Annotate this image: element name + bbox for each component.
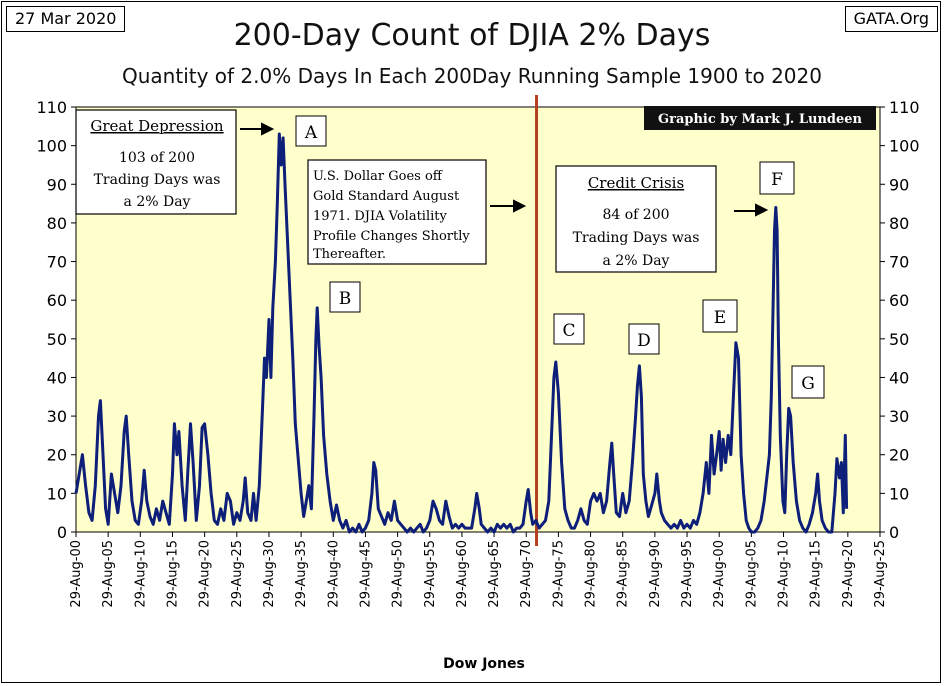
- letter-a-label: A: [295, 115, 327, 147]
- x-tick-label: 29-Aug-10: [133, 540, 148, 608]
- x-tick-label: 29-Aug-00: [69, 540, 84, 608]
- y-tick-label-right: 20: [889, 446, 909, 465]
- credit-crisis-line: 84 of 200: [602, 207, 669, 223]
- credit-crisis-box: [555, 165, 717, 273]
- x-tick-label: 29-Aug-40: [326, 540, 341, 608]
- y-tick-label-left: 30: [47, 407, 67, 426]
- great-depression-line: Trading Days was: [94, 172, 221, 188]
- svg-text:A: A: [304, 123, 318, 143]
- gold-standard-line: U.S. Dollar Goes off: [313, 169, 444, 184]
- svg-text:C: C: [562, 321, 575, 341]
- right-axis: 0 10 20 30 40 50 60 70 80 90 100 110: [880, 98, 920, 542]
- x-tick-label: 29-Aug-75: [551, 540, 566, 608]
- left-axis: 0 10 20 30 40 50 60 70 80 90 100 110: [36, 98, 76, 542]
- x-tick-label: 29-Aug-30: [262, 540, 277, 608]
- letter-e-label: E: [702, 299, 738, 333]
- arrow-to-marker: [490, 199, 527, 213]
- series-line: [74, 132, 849, 534]
- y-tick-label-left: 100: [36, 137, 67, 156]
- x-axis: 29-Aug-00 29-Aug-05 29-Aug-10 29-Aug-15 29-A…: [69, 532, 888, 608]
- credit-crisis-heading: Credit Crisis: [588, 174, 684, 192]
- x-tick-label: 29-Aug-20: [841, 540, 856, 608]
- y-tick-label-left: 110: [36, 98, 67, 117]
- y-tick-label-right: 110: [889, 98, 920, 117]
- letter-f-label: F: [759, 161, 795, 195]
- x-tick-label: 29-Aug-00: [712, 540, 727, 608]
- x-tick-label: 29-Aug-95: [680, 540, 695, 608]
- x-tick-label: 29-Aug-90: [648, 540, 663, 608]
- gold-standard-line: Profile Changes Shortly: [313, 229, 470, 244]
- x-tick-label: 29-Aug-25: [873, 540, 888, 608]
- svg-text:G: G: [801, 374, 815, 394]
- x-tick-label: 29-Aug-15: [165, 540, 180, 608]
- x-tick-label: 29-Aug-80: [584, 540, 599, 608]
- x-tick-label: 29-Aug-15: [809, 540, 824, 608]
- y-tick-label-right: 90: [889, 175, 909, 194]
- y-tick-label-right: 40: [889, 368, 909, 387]
- credit-crisis-line: a 2% Day: [603, 253, 670, 269]
- y-tick-label-right: 100: [889, 137, 920, 156]
- x-tick-label: 29-Aug-85: [616, 540, 631, 608]
- x-tick-label: 29-Aug-55: [423, 540, 438, 608]
- x-tick-label: 29-Aug-65: [487, 540, 502, 608]
- credit-box: [644, 106, 876, 130]
- y-tick-label-right: 10: [889, 484, 909, 503]
- y-tick-label-right: 50: [889, 330, 909, 349]
- letter-g-label: G: [791, 365, 825, 399]
- gold-standard-line: Thereafter.: [313, 247, 386, 262]
- arrow-to-f: [734, 203, 769, 217]
- x-tick-label: 29-Aug-50: [391, 540, 406, 608]
- source-label: GATA.Org: [844, 6, 938, 32]
- x-axis-title: Dow Jones: [443, 656, 525, 672]
- arrow-to-a: [240, 122, 275, 136]
- y-tick-label-right: 70: [889, 253, 909, 272]
- x-tick-label: 29-Aug-70: [519, 540, 534, 608]
- x-tick-label: 29-Aug-05: [101, 540, 116, 608]
- y-tick-label-left: 20: [47, 446, 67, 465]
- letter-b-label: B: [329, 281, 361, 313]
- svg-text:D: D: [637, 331, 651, 351]
- letter-c-label: C: [553, 313, 585, 345]
- credit-crisis-line: Trading Days was: [573, 230, 700, 246]
- letter-d-label: D: [628, 323, 660, 355]
- credit-text: Graphic by Mark J. Lundeen: [658, 112, 863, 127]
- y-tick-label-left: 50: [47, 330, 67, 349]
- gold-standard-box: [307, 159, 487, 265]
- gold-standard-line: 1971. DJIA Volatility: [313, 209, 447, 224]
- x-tick-label: 29-Aug-20: [198, 540, 213, 608]
- date-label: 27 Mar 2020: [6, 6, 126, 32]
- svg-text:F: F: [771, 170, 783, 190]
- y-tick-label-right: 0: [889, 523, 899, 542]
- y-tick-label-left: 60: [47, 291, 67, 310]
- great-depression-heading: Great Depression: [90, 117, 224, 135]
- x-tick-label: 29-Aug-35: [294, 540, 309, 608]
- great-depression-line: 103 of 200: [119, 150, 195, 166]
- x-tick-label: 29-Aug-25: [230, 540, 245, 608]
- y-tick-label-right: 30: [889, 407, 909, 426]
- y-tick-label-left: 80: [47, 214, 67, 233]
- y-tick-label-left: 90: [47, 175, 67, 194]
- y-tick-label-left: 0: [57, 523, 67, 542]
- y-tick-label-left: 40: [47, 368, 67, 387]
- y-tick-label-left: 10: [47, 484, 67, 503]
- x-tick-label: 29-Aug-45: [358, 540, 373, 608]
- great-depression-box: [75, 109, 237, 215]
- x-tick-label: 29-Aug-05: [744, 540, 759, 608]
- svg-text:B: B: [339, 289, 352, 309]
- svg-text:E: E: [714, 308, 726, 328]
- chart-title: 200-Day Count of DJIA 2% Days: [233, 18, 711, 53]
- gold-standard-line: Gold Standard August: [313, 189, 460, 204]
- great-depression-line: a 2% Day: [124, 194, 191, 210]
- x-tick-label: 29-Aug-10: [777, 540, 792, 608]
- y-tick-label-right: 80: [889, 214, 909, 233]
- y-tick-label-left: 70: [47, 253, 67, 272]
- y-tick-label-right: 60: [889, 291, 909, 310]
- x-tick-label: 29-Aug-60: [455, 540, 470, 608]
- chart-subtitle: Quantity of 2.0% Days In Each 200Day Run…: [122, 64, 822, 88]
